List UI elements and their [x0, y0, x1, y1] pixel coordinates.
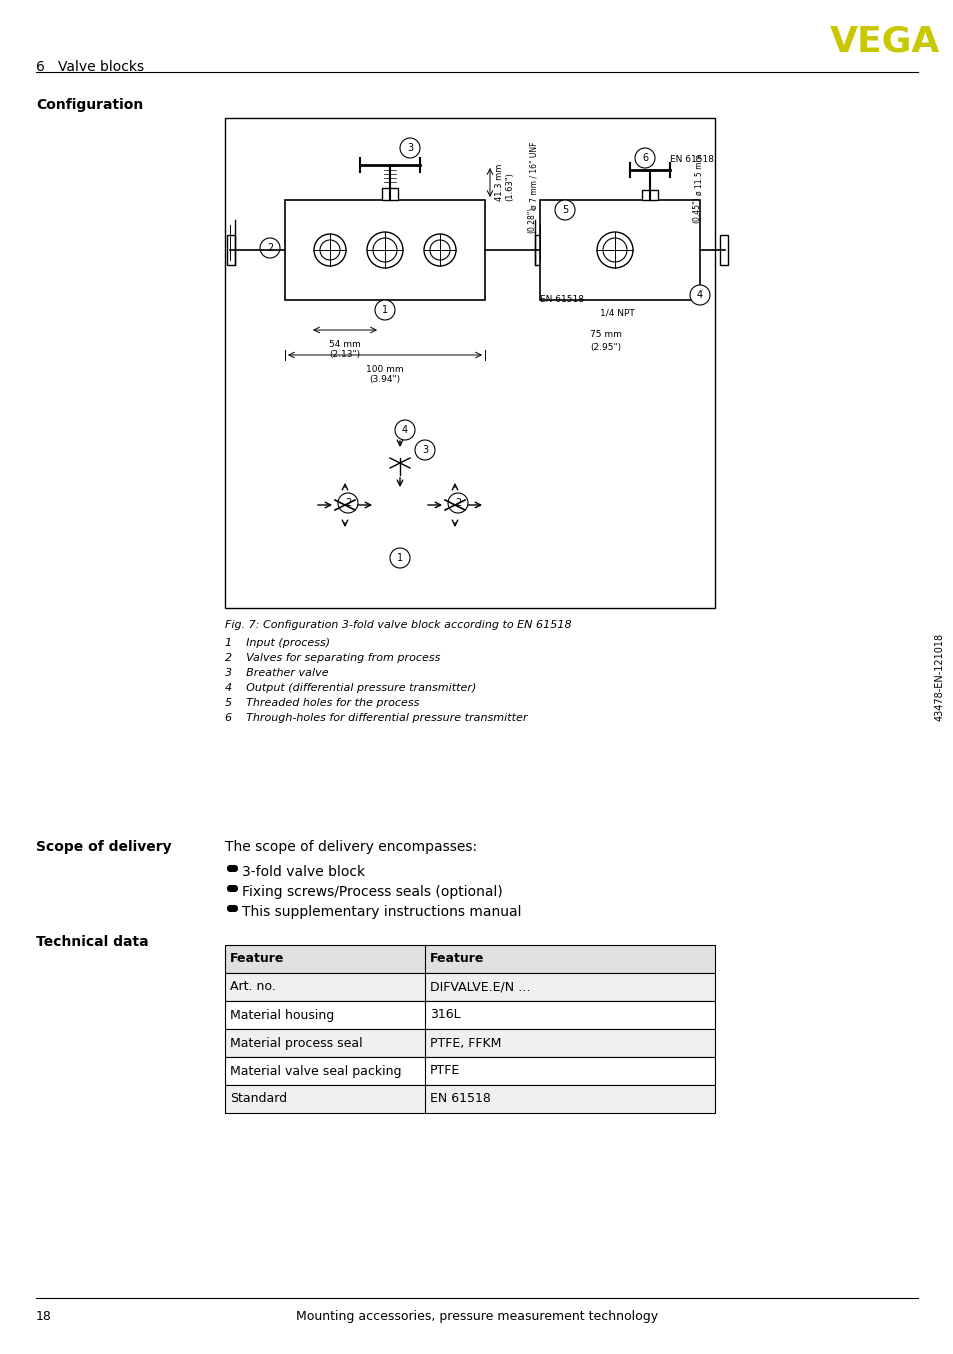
Text: 4: 4 [697, 290, 702, 301]
Text: 100 mm
(3.94"): 100 mm (3.94") [366, 366, 403, 385]
Text: Fixing screws/Process seals (optional): Fixing screws/Process seals (optional) [242, 886, 502, 899]
Text: 4    Output (differential pressure transmitter): 4 Output (differential pressure transmit… [225, 682, 476, 693]
Text: 1: 1 [396, 552, 402, 563]
Text: 3    Breather valve: 3 Breather valve [225, 668, 328, 678]
Text: 5: 5 [561, 204, 568, 215]
Text: 5    Threaded holes for the process: 5 Threaded holes for the process [225, 699, 419, 708]
Text: Art. no.: Art. no. [230, 980, 275, 994]
Circle shape [635, 148, 655, 168]
Circle shape [390, 548, 410, 567]
Bar [285, 200, 484, 301]
Text: 1: 1 [381, 305, 388, 315]
Text: Configuration: Configuration [36, 97, 143, 112]
Text: Technical data: Technical data [36, 936, 149, 949]
Text: ø 11.5 mm: ø 11.5 mm [695, 154, 703, 195]
Circle shape [415, 440, 435, 460]
Text: 1    Input (process): 1 Input (process) [225, 638, 330, 649]
Text: PTFE: PTFE [430, 1064, 459, 1078]
Text: Feature: Feature [230, 952, 284, 965]
Text: 2: 2 [455, 498, 460, 508]
Circle shape [602, 238, 626, 263]
Text: 6    Through-holes for differential pressure transmitter: 6 Through-holes for differential pressur… [225, 714, 527, 723]
Bar [227, 236, 234, 265]
Text: Fig. 7: Configuration 3-fold valve block according to EN 61518: Fig. 7: Configuration 3-fold valve block… [225, 620, 571, 630]
Text: 41.3 mm
(1.63"): 41.3 mm (1.63") [495, 164, 514, 200]
Text: DIFVALVE.E/N …: DIFVALVE.E/N … [430, 980, 530, 994]
Text: 1/4 NPT: 1/4 NPT [599, 307, 634, 317]
Circle shape [260, 238, 280, 259]
Text: Material housing: Material housing [230, 1009, 334, 1021]
Text: 43478-EN-121018: 43478-EN-121018 [934, 632, 944, 722]
Text: 54 mm
(2.13"): 54 mm (2.13") [329, 340, 360, 359]
Text: Standard: Standard [230, 1093, 287, 1105]
Bar [225, 945, 714, 974]
Text: 3: 3 [421, 445, 428, 455]
Circle shape [399, 138, 419, 158]
Bar [720, 236, 727, 265]
Text: Feature: Feature [430, 952, 484, 965]
Text: 18: 18 [36, 1311, 51, 1323]
Circle shape [319, 240, 339, 260]
Circle shape [423, 234, 456, 265]
Text: Material process seal: Material process seal [230, 1037, 362, 1049]
Text: EN 61518: EN 61518 [430, 1093, 491, 1105]
Text: (0.28"): (0.28") [526, 207, 536, 233]
Bar [225, 1029, 714, 1057]
Text: The scope of delivery encompasses:: The scope of delivery encompasses: [225, 839, 476, 854]
Text: 6: 6 [641, 153, 647, 162]
Text: 2: 2 [267, 242, 273, 253]
Bar [641, 190, 658, 200]
Text: Scope of delivery: Scope of delivery [36, 839, 172, 854]
Bar [225, 1001, 714, 1029]
Text: 2: 2 [345, 498, 351, 508]
Text: 316L: 316L [430, 1009, 460, 1021]
Circle shape [689, 284, 709, 305]
Circle shape [448, 493, 468, 513]
Circle shape [555, 200, 575, 219]
Text: 2    Valves for separating from process: 2 Valves for separating from process [225, 653, 440, 663]
Circle shape [597, 232, 633, 268]
Text: ø 7 mm / 16" UNF: ø 7 mm / 16" UNF [530, 141, 538, 209]
Text: 4: 4 [401, 425, 408, 435]
Text: 6   Valve blocks: 6 Valve blocks [36, 60, 144, 74]
Text: 3-fold valve block: 3-fold valve block [242, 865, 365, 879]
Circle shape [373, 238, 396, 263]
Circle shape [395, 420, 415, 440]
Bar [225, 1057, 714, 1085]
Text: Material valve seal packing: Material valve seal packing [230, 1064, 401, 1078]
Bar [225, 118, 714, 608]
Circle shape [337, 493, 357, 513]
Text: (2.95"): (2.95") [589, 343, 620, 352]
Text: Mounting accessories, pressure measurement technology: Mounting accessories, pressure measureme… [295, 1311, 658, 1323]
Circle shape [314, 234, 346, 265]
Text: EN 61518: EN 61518 [539, 295, 583, 305]
Bar [225, 974, 714, 1001]
Text: This supplementary instructions manual: This supplementary instructions manual [242, 904, 521, 919]
Text: PTFE, FFKM: PTFE, FFKM [430, 1037, 501, 1049]
Bar [539, 200, 700, 301]
Bar [381, 188, 397, 200]
Text: VEGA: VEGA [829, 24, 940, 60]
Circle shape [375, 301, 395, 320]
Circle shape [367, 232, 402, 268]
Circle shape [430, 240, 450, 260]
Bar [225, 1085, 714, 1113]
Bar [535, 236, 542, 265]
Text: 75 mm: 75 mm [589, 330, 621, 338]
Text: EN 61518: EN 61518 [669, 154, 713, 164]
Text: 3: 3 [407, 144, 413, 153]
Text: (0.45"): (0.45") [691, 196, 700, 223]
